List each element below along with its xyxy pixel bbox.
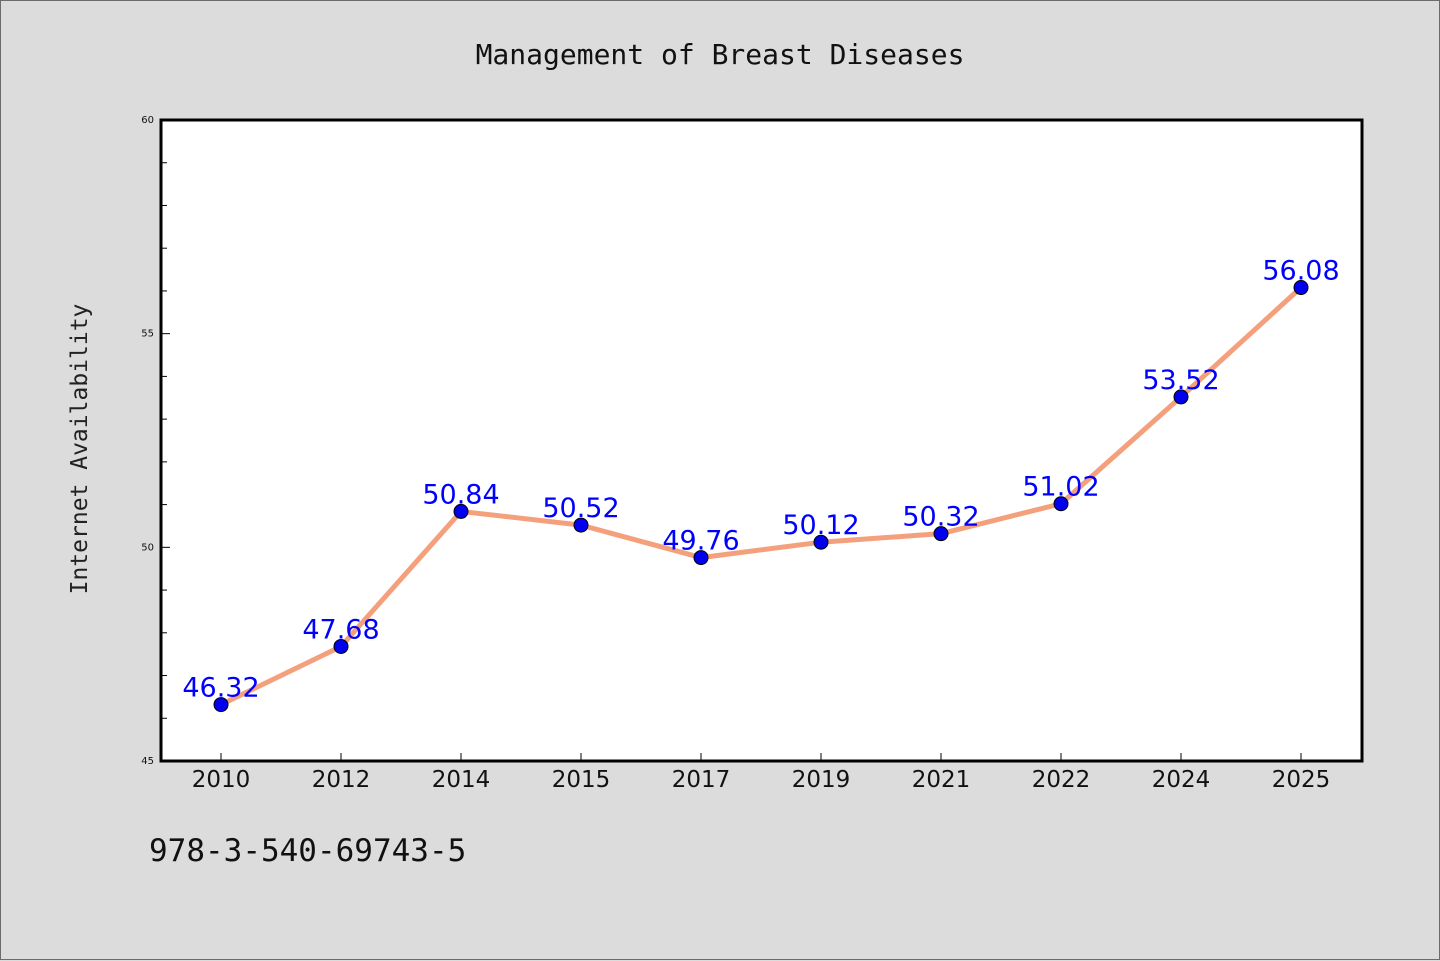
series-line (219, 285, 1303, 707)
data-labels: 46.32 47.68 50.84 50.52 49.76 50.12 50.32 51.02… (182, 256, 1339, 704)
data-point (1053, 496, 1069, 512)
x-tick-label: 2015 (552, 767, 611, 793)
data-point (1293, 280, 1309, 296)
data-point (933, 526, 949, 542)
x-tick-label: 2014 (432, 767, 491, 793)
y-tick-label: 60 (141, 115, 154, 126)
data-label: 50.52 (542, 493, 619, 524)
data-point (453, 503, 469, 519)
data-point (213, 697, 229, 713)
x-tick-label: 2025 (1272, 767, 1331, 793)
y-tick-label: 50 (141, 542, 154, 553)
x-tick-label: 2019 (792, 767, 851, 793)
data-label: 56.08 (1262, 256, 1339, 287)
data-label: 50.84 (422, 479, 499, 510)
data-markers (213, 280, 1309, 713)
data-label: 46.32 (182, 673, 259, 704)
x-tick-label: 2017 (672, 767, 731, 793)
data-point (1173, 389, 1189, 405)
x-tick-label: 2021 (912, 767, 971, 793)
data-label: 50.32 (902, 502, 979, 533)
y-axis-ticks: 45 50 55 60 (141, 115, 170, 767)
data-label: 53.52 (1142, 365, 1219, 396)
x-tick-label: 2024 (1152, 767, 1211, 793)
chart-title: Management of Breast Diseases (476, 38, 965, 71)
y-tick-label: 45 (141, 756, 154, 767)
x-axis-ticks: 2010 2012 2014 2015 2017 2019 2021 2022 2024 2025 (192, 753, 1331, 793)
x-tick-label: 2010 (192, 767, 251, 793)
data-label: 47.68 (302, 614, 379, 645)
data-point (813, 534, 829, 550)
data-label: 50.12 (782, 510, 859, 541)
y-axis-label: Internet Availability (67, 304, 93, 595)
isbn-caption: 978-3-540-69743-5 (149, 833, 467, 869)
x-tick-label: 2022 (1032, 767, 1091, 793)
x-tick-label: 2012 (312, 767, 371, 793)
data-point (693, 550, 709, 566)
y-tick-label: 55 (141, 329, 154, 340)
data-point (333, 638, 349, 654)
data-point (573, 517, 589, 533)
plot-area (159, 118, 1364, 763)
data-label: 49.76 (662, 526, 739, 557)
data-label: 51.02 (1022, 472, 1099, 503)
